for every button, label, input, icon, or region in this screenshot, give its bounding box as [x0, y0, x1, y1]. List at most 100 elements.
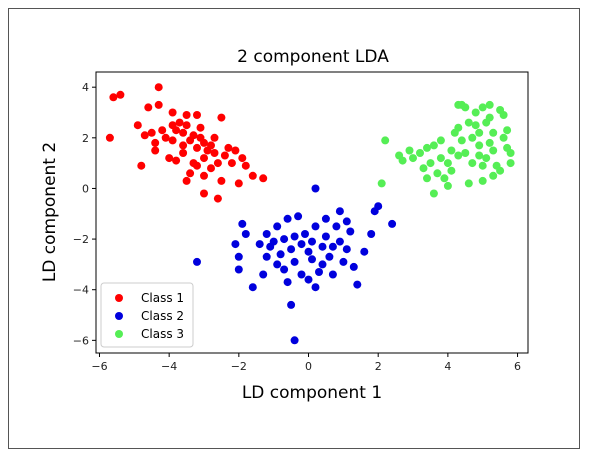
data-point: [290, 257, 299, 266]
data-point: [506, 159, 515, 168]
data-point: [196, 123, 205, 132]
chart-title: 2 component LDA: [237, 47, 389, 67]
data-point: [227, 159, 236, 168]
legend-label: Class 2: [141, 309, 184, 323]
data-point: [273, 260, 282, 269]
data-point: [360, 247, 369, 256]
data-point: [461, 103, 470, 112]
data-point: [248, 171, 257, 180]
data-point: [457, 136, 466, 145]
data-point: [478, 161, 487, 170]
data-point: [133, 121, 142, 130]
data-point: [283, 214, 292, 223]
data-point: [503, 126, 512, 135]
series-2: [193, 184, 397, 345]
series-1: [105, 83, 268, 203]
data-point: [154, 100, 163, 109]
data-point: [144, 103, 153, 112]
data-point: [283, 278, 292, 287]
data-point: [280, 235, 289, 244]
data-point: [311, 222, 320, 231]
data-point: [165, 154, 174, 163]
data-point: [182, 121, 191, 130]
legend-label: Class 3: [141, 327, 184, 341]
data-point: [210, 133, 219, 142]
data-point: [234, 179, 243, 188]
data-point: [234, 252, 243, 261]
data-point: [248, 283, 257, 292]
data-point: [332, 222, 341, 231]
data-point: [297, 240, 306, 249]
data-point: [388, 219, 397, 228]
data-point: [374, 202, 383, 211]
data-point: [482, 154, 491, 163]
plot-area-border: [95, 71, 529, 354]
data-point: [349, 262, 358, 271]
axis-ticks: −6 −4 −2 0 2 4 6 −6 −4 −2 0 2 4: [73, 81, 521, 373]
data-point: [328, 270, 337, 279]
data-point: [426, 159, 435, 168]
data-point: [297, 270, 306, 279]
data-point: [447, 146, 456, 155]
data-point: [280, 265, 289, 274]
data-point: [168, 136, 177, 145]
data-point: [440, 174, 449, 183]
data-point: [506, 149, 515, 157]
y-tick-label: −6: [73, 334, 89, 347]
data-point: [259, 270, 268, 279]
data-point: [140, 131, 149, 140]
data-point: [304, 275, 313, 284]
data-point: [353, 280, 362, 289]
data-point: [213, 194, 222, 203]
data-point: [200, 171, 208, 180]
data-point: [137, 161, 146, 170]
data-point: [290, 232, 299, 241]
y-tick-label: 4: [82, 81, 89, 94]
data-point: [186, 169, 195, 178]
data-point: [499, 133, 508, 142]
data-point: [308, 237, 316, 246]
data-point: [154, 83, 163, 92]
data-point: [398, 156, 407, 165]
data-point: [339, 257, 348, 266]
legend-box: [100, 282, 194, 348]
data-point: [105, 133, 114, 142]
data-point: [315, 268, 323, 276]
x-tick-label: 6: [514, 360, 521, 373]
data-point: [367, 230, 376, 238]
data-point: [429, 189, 438, 198]
data-point: [328, 242, 337, 251]
data-point: [207, 164, 215, 173]
data-point: [475, 151, 484, 160]
data-point: [485, 113, 494, 122]
data-point: [273, 222, 282, 231]
data-point: [464, 118, 473, 127]
data-point: [217, 113, 226, 122]
data-point: [433, 169, 442, 178]
data-point: [485, 100, 494, 109]
data-point: [116, 90, 125, 99]
data-point: [213, 159, 222, 168]
data-point: [287, 300, 296, 309]
y-tick-label: 0: [82, 182, 89, 195]
legend-label: Class 1: [141, 291, 184, 305]
data-point: [262, 252, 271, 261]
data-point: [468, 133, 477, 142]
data-point: [147, 128, 156, 137]
data-point: [179, 128, 188, 137]
data-point: [301, 230, 309, 238]
data-point: [193, 143, 201, 152]
data-point: [241, 230, 250, 238]
x-tick-label: 4: [444, 360, 451, 373]
data-point: [189, 131, 198, 140]
data-point: [471, 108, 480, 117]
data-point: [416, 149, 424, 157]
data-point: [269, 237, 278, 246]
data-point: [238, 154, 247, 163]
data-point: [255, 240, 264, 249]
data-point: [161, 133, 170, 142]
x-axis-label: LD component 1: [242, 383, 382, 403]
data-point: [308, 255, 316, 264]
data-point: [423, 174, 431, 183]
